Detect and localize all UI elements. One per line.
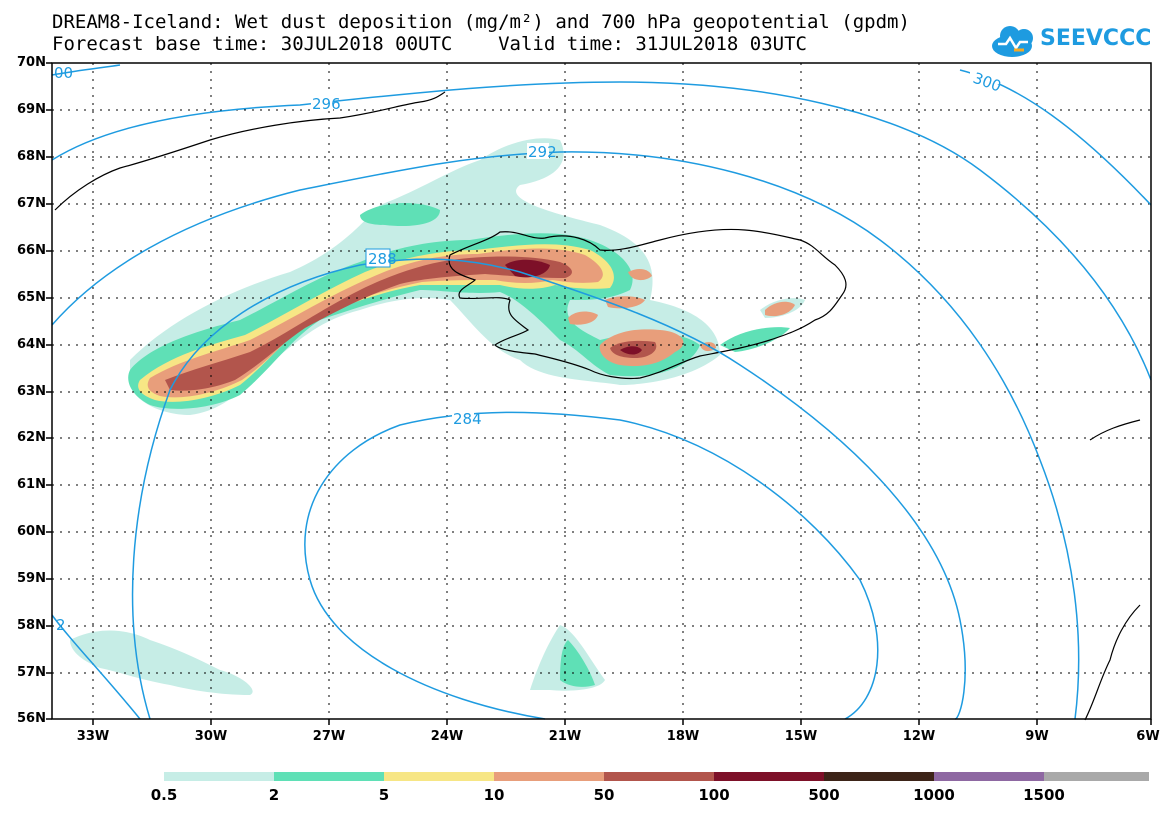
logo-text: SEEVCCC xyxy=(1040,26,1152,51)
graticule xyxy=(52,63,1151,719)
colorbar-label: 5 xyxy=(378,786,390,804)
lon-label: 27W xyxy=(312,729,346,744)
contour-left-bottom xyxy=(51,614,141,720)
scotland-coastline xyxy=(1084,419,1141,721)
colorbar-label: 100 xyxy=(698,786,730,804)
greenland-coastline xyxy=(54,91,446,211)
colorbar-swatch xyxy=(934,772,1044,781)
contour-left-top xyxy=(51,64,121,76)
iceland-coastline xyxy=(448,228,847,380)
lat-label: 56N xyxy=(17,711,46,726)
colorbar-swatch xyxy=(494,772,604,781)
colorbar-swatch xyxy=(384,772,494,781)
colorbar-swatch xyxy=(604,772,714,781)
coastlines xyxy=(54,91,1141,721)
seevccc-logo xyxy=(992,26,1033,57)
contour-label-284: 284 xyxy=(453,410,482,428)
contour-label-00: 00 xyxy=(54,64,73,82)
contour-label-296: 296 xyxy=(312,95,341,113)
map-frame xyxy=(51,62,1152,720)
dust-deposition-shading xyxy=(70,138,805,695)
map-title: DREAM8-Iceland: Wet dust deposition (mg/… xyxy=(52,11,910,33)
lon-label: 24W xyxy=(430,729,464,744)
colorbar-swatch xyxy=(164,772,274,781)
lat-label: 66N xyxy=(17,243,46,258)
colorbar-label: 500 xyxy=(808,786,840,804)
contour-296 xyxy=(51,81,1152,381)
contour-284 xyxy=(304,411,879,720)
colorbar-label: 2 xyxy=(268,786,280,804)
lat-label: 59N xyxy=(17,571,46,586)
lon-label: 12W xyxy=(902,729,936,744)
dust-deposition-core xyxy=(138,244,795,402)
lon-label: 33W xyxy=(76,729,110,744)
lat-label: 60N xyxy=(17,524,46,539)
contour-label-288: 288 xyxy=(368,250,397,268)
lat-label: 67N xyxy=(17,196,46,211)
contour-labels: 296 292 288 284 300 00 2 xyxy=(54,64,1004,634)
colorbar-label: 0.5 xyxy=(150,786,178,804)
lat-label: 64N xyxy=(17,337,46,352)
lat-label: 69N xyxy=(17,102,46,117)
lon-label: 30W xyxy=(194,729,228,744)
contour-label-292: 292 xyxy=(528,143,557,161)
colorbar-label: 1000 xyxy=(913,786,955,804)
colorbar-swatch xyxy=(1044,772,1149,781)
contour-292 xyxy=(51,151,1080,720)
lat-label: 58N xyxy=(17,618,46,633)
map-subtitle-times: Forecast base time: 30JUL2018 00UTC Vali… xyxy=(52,33,807,55)
colorbar-swatch xyxy=(274,772,384,781)
lon-label: 6W xyxy=(1136,729,1160,744)
colorbar-swatch xyxy=(714,772,824,781)
lat-label: 65N xyxy=(17,290,46,305)
lon-label: 9W xyxy=(1025,729,1049,744)
lat-label: 61N xyxy=(17,477,46,492)
lat-label: 62N xyxy=(17,430,46,445)
colorbar xyxy=(164,772,1149,781)
lat-label: 57N xyxy=(17,665,46,680)
tick-marks xyxy=(46,62,1152,725)
lat-label: 70N xyxy=(17,55,46,70)
colorbar-label: 50 xyxy=(593,786,615,804)
lon-label: 18W xyxy=(666,729,700,744)
contour-288 xyxy=(131,258,966,720)
lat-label: 63N xyxy=(17,384,46,399)
lon-label: 21W xyxy=(548,729,582,744)
lat-label: 68N xyxy=(17,149,46,164)
colorbar-label: 10 xyxy=(483,786,505,804)
colorbar-swatch xyxy=(824,772,934,781)
colorbar-label: 1500 xyxy=(1023,786,1065,804)
lon-label: 15W xyxy=(784,729,818,744)
contour-label-2: 2 xyxy=(56,616,66,634)
cloud-icon xyxy=(992,26,1033,57)
